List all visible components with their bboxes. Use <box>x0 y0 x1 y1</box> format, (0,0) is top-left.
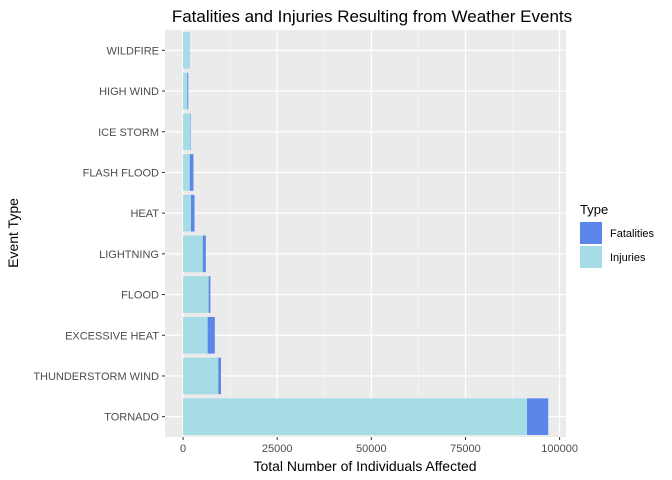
bar-fatalities <box>208 276 211 313</box>
bar-fatalities <box>202 235 206 273</box>
y-axis-title: Event Type <box>5 198 21 268</box>
legend-label-injuries: Injuries <box>610 252 646 264</box>
bar-injuries <box>183 194 191 232</box>
bar-injuries <box>183 357 219 395</box>
x-tick-label: 25000 <box>262 443 293 455</box>
y-axis: TORNADO THUNDERSTORM WIND EXCESSIVE HEAT FL… <box>33 45 165 424</box>
y-tick-label: ICE STORM <box>98 127 159 139</box>
x-tick-label: 75000 <box>450 443 481 455</box>
bar-injuries <box>183 32 190 69</box>
bar-fatalities <box>190 194 195 232</box>
y-tick-label: HIGH WIND <box>99 86 159 98</box>
bar-injuries <box>183 316 208 354</box>
y-tick-label: LIGHTNING <box>99 249 159 261</box>
bar-fatalities <box>189 154 194 191</box>
x-axis-title: Total Number of Individuals Affected <box>253 458 476 474</box>
legend: Type Fatalities Injuries <box>580 202 655 268</box>
x-tick-label: 0 <box>180 443 186 455</box>
y-tick-label: HEAT <box>130 208 159 220</box>
y-tick-label: FLOOD <box>121 290 159 302</box>
y-tick-label: TORNADO <box>104 412 159 424</box>
bar-injuries <box>183 276 209 313</box>
bar-injuries <box>183 154 190 191</box>
x-tick-label: 100000 <box>541 443 578 455</box>
legend-key-fatalities <box>580 222 602 244</box>
bar-fatalities <box>187 72 189 110</box>
bar-injuries <box>183 72 188 110</box>
panel-background <box>165 30 566 437</box>
bar-fatalities <box>527 398 549 435</box>
chart-title: Fatalities and Injuries Resulting from W… <box>172 7 572 26</box>
legend-label-fatalities: Fatalities <box>610 228 655 240</box>
x-axis: 0 25000 50000 75000 100000 <box>180 437 578 455</box>
legend-title: Type <box>580 202 608 217</box>
legend-key-injuries <box>580 246 602 268</box>
bar-injuries <box>183 113 191 151</box>
x-tick-label: 50000 <box>356 443 387 455</box>
y-tick-label: THUNDERSTORM WIND <box>33 371 159 383</box>
bars <box>183 32 549 435</box>
grid-minor <box>229 30 513 437</box>
bar-fatalities <box>218 357 221 395</box>
y-tick-label: WILDFIRE <box>106 45 159 57</box>
bar-fatalities <box>207 316 215 354</box>
bar-injuries <box>183 235 203 273</box>
y-tick-label: EXCESSIVE HEAT <box>65 330 159 342</box>
bar-injuries <box>183 398 528 435</box>
y-tick-label: FLASH FLOOD <box>83 167 159 179</box>
